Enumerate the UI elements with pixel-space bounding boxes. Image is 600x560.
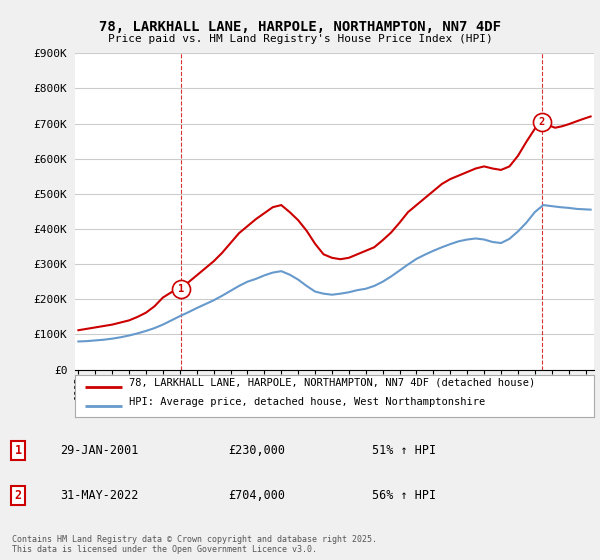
Text: 1: 1 bbox=[14, 444, 22, 458]
Text: 2: 2 bbox=[14, 489, 22, 502]
Text: Contains HM Land Registry data © Crown copyright and database right 2025.
This d: Contains HM Land Registry data © Crown c… bbox=[12, 535, 377, 554]
Text: Price paid vs. HM Land Registry's House Price Index (HPI): Price paid vs. HM Land Registry's House … bbox=[107, 34, 493, 44]
Text: HPI: Average price, detached house, West Northamptonshire: HPI: Average price, detached house, West… bbox=[130, 397, 486, 407]
Text: 51% ↑ HPI: 51% ↑ HPI bbox=[372, 444, 436, 458]
Text: £230,000: £230,000 bbox=[228, 444, 285, 458]
Text: 56% ↑ HPI: 56% ↑ HPI bbox=[372, 489, 436, 502]
Text: 1: 1 bbox=[178, 284, 184, 294]
Text: 31-MAY-2022: 31-MAY-2022 bbox=[60, 489, 139, 502]
Text: 78, LARKHALL LANE, HARPOLE, NORTHAMPTON, NN7 4DF: 78, LARKHALL LANE, HARPOLE, NORTHAMPTON,… bbox=[99, 20, 501, 34]
Text: 78, LARKHALL LANE, HARPOLE, NORTHAMPTON, NN7 4DF (detached house): 78, LARKHALL LANE, HARPOLE, NORTHAMPTON,… bbox=[130, 378, 536, 388]
Text: 2: 2 bbox=[539, 117, 545, 127]
Text: £704,000: £704,000 bbox=[228, 489, 285, 502]
Text: 29-JAN-2001: 29-JAN-2001 bbox=[60, 444, 139, 458]
